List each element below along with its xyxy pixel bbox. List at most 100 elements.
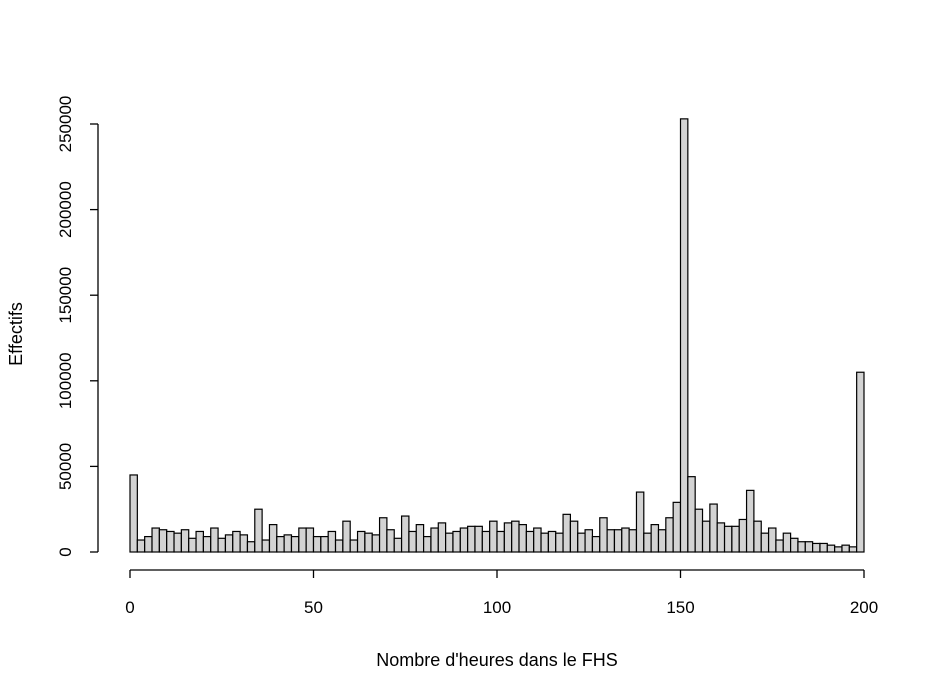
y-axis-title: Effectifs: [6, 302, 26, 366]
histogram-bar: [371, 534, 381, 553]
histogram-bar: [665, 517, 674, 553]
histogram-bar: [342, 520, 351, 553]
histogram-bar: [701, 520, 711, 553]
histogram-bar: [584, 529, 594, 553]
x-tick-label: 50: [304, 598, 323, 617]
y-tick-label: 200000: [56, 181, 75, 238]
histogram-bar: [180, 529, 190, 553]
histogram-bar: [643, 532, 652, 553]
y-tick-label: 0: [56, 547, 75, 556]
histogram-bar: [723, 525, 733, 553]
histogram-bar: [599, 517, 608, 553]
histogram-bar: [437, 522, 447, 553]
histogram-bar: [445, 532, 454, 553]
x-tick-label: 150: [666, 598, 694, 617]
histogram-bar: [356, 530, 366, 553]
histogram-bar: [224, 534, 234, 553]
histogram-bar: [158, 529, 168, 553]
histogram-bar: [767, 527, 777, 553]
histogram-bar: [481, 530, 491, 553]
histogram-bar: [804, 541, 814, 553]
histogram-bar: [188, 537, 197, 553]
histogram-bar: [731, 525, 740, 553]
histogram-bar: [834, 546, 843, 553]
histogram-bar: [459, 527, 469, 553]
histogram-bar: [210, 527, 219, 553]
histogram-bar: [334, 539, 344, 553]
histogram-bar: [144, 535, 153, 553]
histogram-bar: [525, 530, 535, 553]
histogram-bar: [283, 534, 293, 553]
histogram-bar: [503, 522, 513, 553]
histogram-bar: [489, 520, 498, 553]
histogram-bar: [628, 529, 638, 553]
histogram-bar: [312, 535, 322, 553]
histogram-bar: [400, 515, 410, 553]
histogram-bar: [555, 532, 564, 553]
histogram-bar: [547, 530, 557, 553]
histogram-bar: [129, 474, 138, 553]
histogram-bar: [511, 520, 520, 553]
histogram-bar: [423, 535, 432, 553]
histogram-bar: [467, 525, 476, 553]
histogram-bar: [261, 539, 271, 553]
histogram-bar: [393, 537, 403, 553]
histogram-bar: [540, 532, 549, 553]
histogram-bar: [276, 535, 285, 553]
histogram-bar: [775, 539, 784, 553]
histogram-bar: [415, 524, 425, 553]
histogram-bar: [246, 541, 256, 553]
histogram-bar: [217, 537, 227, 553]
histogram-bar: [305, 527, 315, 553]
x-tick-label: 200: [850, 598, 878, 617]
histogram-bar: [136, 539, 146, 553]
histogram-bar: [812, 542, 821, 553]
histogram-bar: [841, 544, 850, 553]
histogram-bar: [577, 532, 586, 553]
histogram-bar: [782, 532, 792, 553]
histogram-bar: [672, 501, 682, 553]
histogram-bar: [232, 530, 241, 553]
histogram-bar: [349, 539, 359, 553]
histogram-bar: [151, 527, 160, 553]
histogram-bar: [239, 534, 249, 553]
histogram-bar: [789, 537, 799, 553]
histogram-bar: [496, 530, 505, 553]
histogram-bar: [856, 371, 865, 553]
histogram-bar: [452, 530, 461, 553]
histogram-bar: [797, 541, 806, 553]
histogram-bar: [694, 508, 704, 553]
histogram-bar: [562, 513, 571, 553]
histogram-bar: [268, 524, 278, 553]
histogram-bar: [635, 491, 645, 553]
y-tick-label: 150000: [56, 267, 75, 324]
x-axis: 0 50 100 150 200: [125, 569, 878, 617]
histogram-bar: [591, 535, 601, 553]
histogram-bar: [716, 522, 726, 553]
histogram-bar: [290, 535, 300, 553]
histogram-bar: [430, 527, 439, 553]
histogram-bar: [320, 535, 329, 553]
x-tick-label: 100: [483, 598, 511, 617]
histogram-bar: [753, 520, 762, 553]
histogram-bar: [819, 542, 828, 553]
histogram-bar: [327, 530, 337, 553]
x-tick-label: 0: [125, 598, 134, 617]
y-tick-label: 50000: [56, 443, 75, 490]
histogram-bar: [569, 520, 579, 553]
histogram-bar: [173, 532, 182, 553]
histogram-bar: [533, 527, 542, 553]
histogram-bar: [745, 489, 755, 553]
histogram-bar: [474, 525, 483, 553]
histogram-bar: [606, 529, 616, 553]
histogram-bar: [518, 524, 527, 553]
histogram-bar: [621, 527, 630, 553]
histogram-bar: [202, 535, 212, 553]
bars-group: [129, 118, 865, 553]
histogram-bar: [166, 530, 175, 553]
histogram-bar: [738, 518, 748, 553]
histogram-bar: [760, 532, 770, 553]
histogram-bar: [298, 527, 307, 553]
y-tick-label: 100000: [56, 352, 75, 409]
